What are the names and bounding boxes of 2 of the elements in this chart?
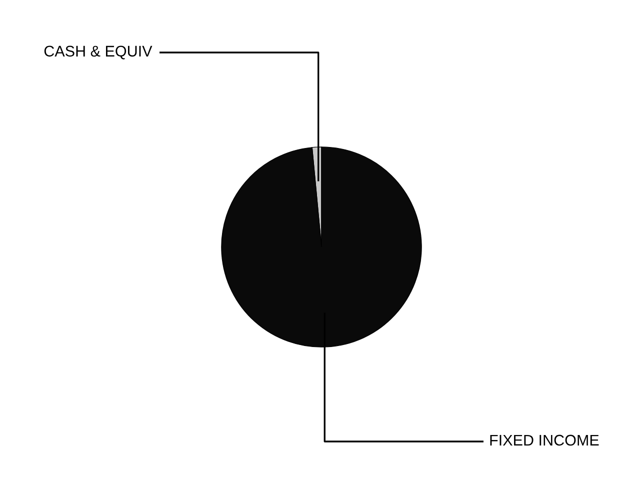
slice-label: FIXED INCOME bbox=[490, 434, 599, 446]
slice-label: CASH & EQUIV bbox=[44, 46, 152, 60]
